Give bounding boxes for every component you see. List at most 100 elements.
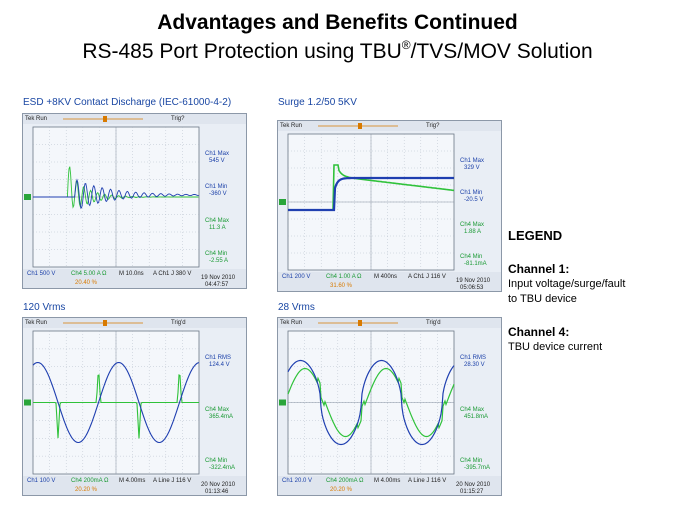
- capture-time: 01:15:27: [460, 489, 484, 495]
- readout-value: 329 V: [464, 165, 480, 171]
- capture-time: 05:06:53: [460, 285, 484, 291]
- readout-label: Ch4 Max: [460, 222, 485, 228]
- ch1-scale: Ch1 100 V: [27, 478, 56, 484]
- scope-screen: [23, 318, 246, 495]
- scope-footer-bar: [23, 269, 246, 288]
- readout-label: Ch4 Min: [205, 458, 228, 464]
- trigger-position: 20.40 %: [75, 280, 98, 286]
- trigger-status: Trig?: [171, 116, 185, 122]
- readout-label: Ch1 RMS: [205, 355, 232, 361]
- readout-value: 545 V: [209, 158, 225, 164]
- trigger-status: Trig?: [426, 123, 440, 129]
- caption-120vrms: 120 Vrms: [23, 302, 66, 313]
- readout-value: -81.1mA: [464, 261, 487, 267]
- capture-date: 20 Nov 2010: [456, 482, 491, 488]
- scope-28vrms: Tek Run Trig'd Ch1 RMS 28.30 V Ch4 Max 451.8m…: [277, 317, 502, 496]
- ch4-trace: [33, 374, 199, 439]
- subtitle-main: RS-485 Port Protection using TBU: [82, 40, 402, 63]
- readout-label: Ch1 Min: [205, 184, 228, 191]
- readout-label: Ch4 Min: [460, 254, 483, 260]
- trigger-position: 20.20 %: [75, 487, 98, 493]
- trigger-marker: [358, 320, 362, 326]
- legend-ch4-title: Channel 4:: [508, 325, 570, 339]
- timebase: M 10.0ns: [119, 271, 144, 277]
- readout-value: 28.30 V: [464, 362, 485, 368]
- scope-120vrms: Tek Run Trig'd Ch1 RMS 124.4 V Ch4 Max 365.4m…: [22, 317, 247, 496]
- caption-esd: ESD +8KV Contact Discharge (IEC-61000-4-…: [23, 97, 232, 108]
- legend-heading: LEGEND: [508, 228, 563, 243]
- ch1-scale: Ch1 20.0 V: [282, 478, 313, 484]
- scope-status: Tek Run: [25, 116, 48, 122]
- scope-surge: Tek Run Trig? Ch1 Max 329 V Ch1 Min -20.5 V Ch…: [277, 120, 502, 292]
- trigger-status: Trig'd: [171, 320, 186, 326]
- capture-date: 20 Nov 2010: [201, 482, 236, 488]
- legend-ch1-title: Channel 1:: [508, 262, 570, 276]
- caption-surge: Surge 1.2/50 5KV: [278, 97, 357, 108]
- scope-status: Tek Run: [25, 320, 48, 326]
- scope-footer-bar: [23, 476, 246, 495]
- ch4-scale: Ch4 5.00 A Ω: [71, 271, 107, 277]
- readout-label: Ch4 Min: [460, 458, 483, 464]
- readout-value: 11.3 A: [209, 224, 226, 231]
- readout-value: -2.55 A: [209, 258, 229, 264]
- legend-ch1-line1: Input voltage/surge/fault: [508, 278, 626, 290]
- readout-value: 365.4mA: [209, 413, 234, 420]
- scope-footer-bar: [278, 272, 501, 291]
- ch1-trace: [33, 178, 199, 210]
- readout-label: Ch4 Max: [460, 406, 485, 413]
- trigger-setting: A Line J 116 V: [408, 478, 447, 484]
- registered-mark: ®: [401, 38, 411, 52]
- trigger-status: Trig'd: [426, 320, 441, 326]
- trigger-marker: [103, 116, 107, 122]
- ch1-trace: [288, 176, 454, 212]
- ch4-scale: Ch4 1.00 A Ω: [326, 274, 362, 280]
- ch1-scale: Ch1 500 V: [27, 271, 56, 277]
- readout-label: Ch1 RMS: [460, 355, 487, 361]
- ch4-scale: Ch4 200mA Ω: [326, 478, 364, 484]
- trigger-setting: A Ch1 J 116 V: [408, 274, 446, 280]
- ch4-trace: [287, 367, 455, 438]
- slide-title: Advantages and Benefits Continued: [157, 11, 518, 34]
- capture-time: 04:47:57: [205, 282, 229, 288]
- readout-label: Ch1 Max: [205, 151, 230, 157]
- timebase: M 400ns: [374, 274, 398, 280]
- subtitle-tail: /TVS/MOV Solution: [410, 40, 593, 63]
- readout-value: -360 V: [209, 191, 227, 198]
- ground-marker: [24, 399, 31, 406]
- readout-value: -20.5 V: [464, 197, 484, 203]
- ground-marker: [279, 199, 286, 205]
- ch1-trace: [32, 361, 200, 444]
- scope-esd: Tek Run Trig? Ch1 Max 545 V Ch1 Min -360 V Ch4…: [22, 113, 247, 289]
- legend-ch1-line2: to TBU device: [508, 293, 577, 305]
- trigger-marker: [358, 123, 362, 129]
- readout-value: -322.4mA: [209, 465, 236, 471]
- ground-marker: [24, 194, 31, 200]
- readout-value: 1.88 A: [464, 229, 482, 235]
- readout-label: Ch4 Max: [205, 406, 230, 413]
- ch1-trace: [287, 359, 455, 446]
- timebase: M 4.00ms: [119, 478, 146, 484]
- trigger-position: 20.20 %: [330, 487, 353, 493]
- timebase: M 4.00ms: [374, 478, 401, 484]
- readout-label: Ch4 Min: [205, 251, 228, 257]
- readout-value: 124.4 V: [209, 362, 230, 368]
- slide-subtitle: RS-485 Port Protection using TBU®/TVS/MO…: [0, 38, 675, 64]
- scope-status: Tek Run: [280, 123, 303, 129]
- ch4-scale: Ch4 200mA Ω: [71, 478, 109, 484]
- scope-screen: [278, 121, 501, 291]
- readout-value: 451.8mA: [464, 413, 489, 420]
- trigger-setting: A Line J 116 V: [153, 478, 192, 484]
- readout-label: Ch4 Max: [205, 217, 230, 224]
- caption-28vrms: 28 Vrms: [278, 302, 315, 313]
- trigger-position: 31.60 %: [330, 283, 353, 289]
- readout-label: Ch1 Max: [460, 158, 485, 164]
- legend-ch4-line1: TBU device current: [508, 341, 603, 353]
- capture-time: 01:13:46: [205, 489, 229, 495]
- ch1-scale: Ch1 200 V: [282, 274, 311, 280]
- scope-status: Tek Run: [280, 320, 303, 326]
- scope-screen: [278, 318, 501, 495]
- capture-date: 19 Nov 2010: [201, 275, 236, 281]
- ground-marker: [279, 399, 286, 406]
- scope-footer-bar: [278, 476, 501, 495]
- trigger-setting: A Ch1 J 380 V: [153, 271, 192, 277]
